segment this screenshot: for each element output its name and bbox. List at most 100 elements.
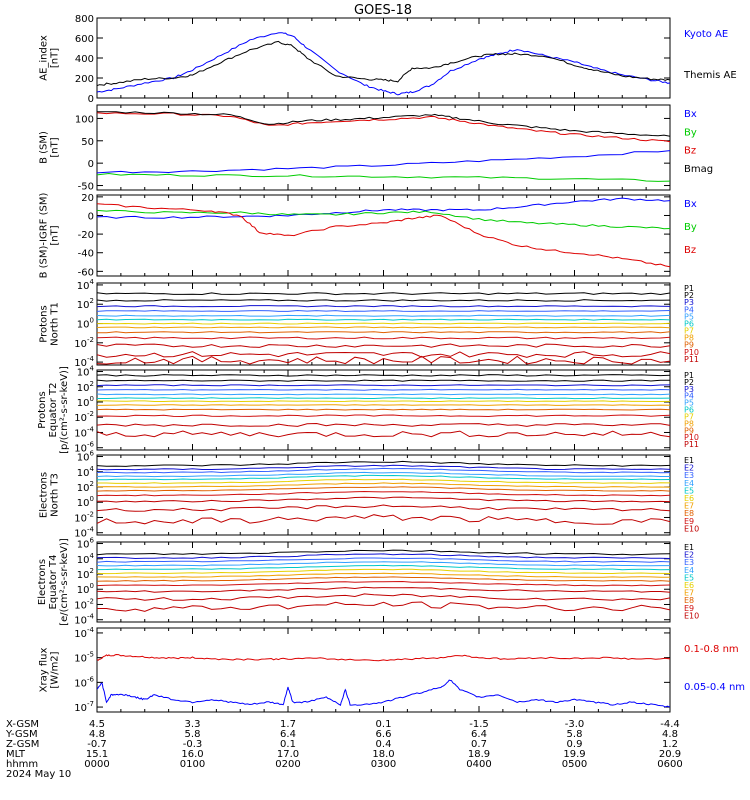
y-tick-label: -20 [78,230,94,241]
tick-exponent: -4 [87,613,95,621]
tick-exponent: 6 [90,450,95,458]
channel-line-4 [97,561,670,567]
channel-line-10 [97,414,670,418]
tick-base: 10 [74,600,87,611]
tick-exponent: -6 [87,675,95,683]
legend-label: Bx [684,199,697,210]
tick-exponent: 2 [90,297,94,305]
y-tick-label: 106 [77,450,95,464]
y-tick-label: 50 [81,137,94,148]
channel-line-12 [97,601,670,612]
y-tick-label: 800 [75,14,94,25]
plot-area [97,32,670,96]
footer-row-label: MLT [6,749,26,760]
legend-label: P1 [684,284,694,293]
channel-line-5 [97,474,670,481]
tick-base: 10 [77,453,90,464]
legend-label: P7 [684,412,694,421]
tick-exponent: -5 [87,651,94,659]
y-tick-label: 106 [77,537,95,551]
y-tick-label: 100 [75,114,94,125]
series-line-0-05-0-4-nm [97,679,670,708]
legend-label: By [684,222,697,233]
channel-line-9 [97,331,670,334]
panel-frame [96,627,671,713]
y-tick-label: 10-4 [74,425,94,439]
plot-area [97,653,670,708]
tick-base: 10 [77,281,90,292]
channel-line-5 [97,564,670,571]
footer-value: 1.2 [662,739,678,750]
legend-label: P8 [684,334,694,343]
channel-line-6 [97,568,670,575]
y-tick-label: 100 [77,495,94,509]
legend-label: 0.1-0.8 nm [684,644,739,655]
footer-value: -1.5 [469,719,489,730]
tick-exponent: 0 [90,582,94,590]
y-tick-label: -50 [78,182,94,193]
tick-base: 10 [74,703,87,714]
tick-exponent: 2 [90,480,94,488]
channel-line-11 [97,422,670,427]
tick-base: 10 [77,540,90,551]
footer-row-label: Y-GSM [5,729,38,740]
footer-value: 19.9 [563,749,585,760]
channel-line-8 [97,486,670,492]
footer-value: 4.8 [89,729,105,740]
channel-line-8 [97,326,670,329]
legend-label: E5 [684,573,694,582]
tick-base: 10 [77,398,90,409]
footer-value: 6.4 [280,729,296,740]
channel-line-9 [97,580,670,587]
tick-base: 10 [74,529,87,540]
footer-value: 5.8 [567,729,583,740]
channel-line-3 [97,384,670,387]
y-tick-label: 10-5 [74,651,94,665]
tick-exponent: -4 [87,355,95,363]
legend-label: P9 [684,341,694,350]
tick-base: 10 [77,468,90,479]
plot-area [97,374,670,438]
footer-value: 5.8 [185,729,201,740]
tick-base: 10 [74,513,87,524]
series-line-bz [97,203,670,268]
series-line-bz [97,112,670,143]
y-tick-label: 104 [77,552,95,566]
footer-value: 0.1 [376,719,392,730]
footer-value: 0600 [657,759,682,770]
footer-value: 6.4 [471,729,487,740]
y-tick-label: -60 [78,267,94,278]
footer-value: -4.4 [660,719,680,730]
y-tick-label: -40 [78,249,94,260]
tick-base: 10 [74,629,87,640]
channel-line-11 [97,504,670,512]
legend-label: E7 [684,589,694,598]
tick-exponent: 2 [90,567,94,575]
legend-label: E8 [684,509,694,518]
legend-label: E5 [684,486,694,495]
y-tick-label: 20 [81,193,94,204]
channel-line-1 [97,292,670,296]
plot-area [97,292,670,365]
y-tick-label: 600 [75,34,94,45]
channel-line-6 [97,318,670,321]
y-axis-label: AE_index [39,35,50,81]
tick-base: 10 [74,413,87,424]
footer-value: 0100 [180,759,205,770]
legend-label: P6 [684,319,694,328]
y-tick-label: 200 [75,74,94,85]
channel-line-11 [97,343,670,348]
channel-line-1 [97,549,670,556]
footer-value: 0200 [275,759,300,770]
channel-line-3 [97,467,670,474]
legend-label: P5 [684,399,694,408]
channel-line-3 [97,305,670,308]
tick-exponent: -2 [87,510,94,518]
channel-line-12 [97,514,670,525]
tick-base: 10 [77,498,90,509]
tick-base: 10 [77,368,90,379]
series-line-bx [97,197,670,219]
y-tick-label: 10-2 [74,510,94,524]
